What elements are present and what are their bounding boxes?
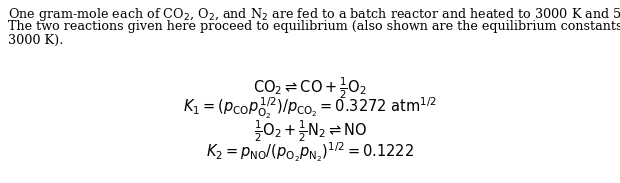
Text: One gram-mole each of CO$_2$, O$_2$, and N$_2$ are fed to a batch reactor and he: One gram-mole each of CO$_2$, O$_2$, and… bbox=[8, 6, 620, 23]
Text: The two reactions given here proceed to equilibrium (also shown are the equilibr: The two reactions given here proceed to … bbox=[8, 20, 620, 33]
Text: $K_1 = (p_{\mathrm{CO}}p_{\mathrm{O_2}}^{\,1/2})/p_{\mathrm{CO_2}} = 0.3272\ \ma: $K_1 = (p_{\mathrm{CO}}p_{\mathrm{O_2}}^… bbox=[183, 95, 437, 121]
Text: $K_2 = p_{\mathrm{NO}}/(p_{\mathrm{O_2}}p_{\mathrm{N_2}})^{1/2} = 0.1222$: $K_2 = p_{\mathrm{NO}}/(p_{\mathrm{O_2}}… bbox=[206, 140, 414, 164]
Text: 3000 K).: 3000 K). bbox=[8, 34, 63, 47]
Text: $\mathrm{CO_2} \rightleftharpoons \mathrm{CO} + \frac{1}{2}\mathrm{O_2}$: $\mathrm{CO_2} \rightleftharpoons \mathr… bbox=[253, 75, 367, 101]
Text: $\frac{1}{2}\mathrm{O_2} + \frac{1}{2}\mathrm{N_2} \rightleftharpoons \mathrm{NO: $\frac{1}{2}\mathrm{O_2} + \frac{1}{2}\m… bbox=[254, 118, 366, 144]
